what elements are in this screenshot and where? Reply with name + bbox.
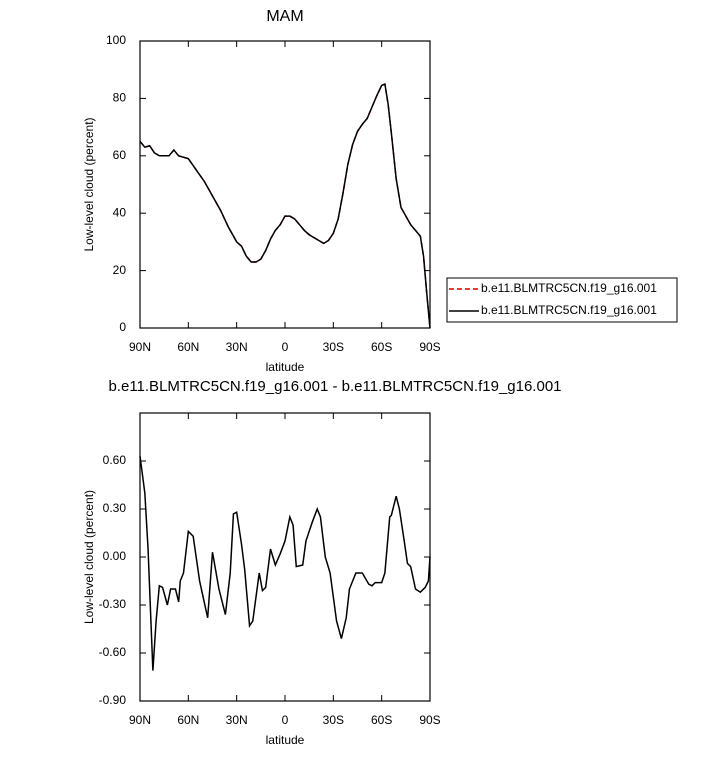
data-line [139, 82, 431, 329]
x-tick-label: 60N [177, 340, 199, 354]
data-line [139, 82, 431, 329]
y-tick-label: 40 [113, 205, 127, 219]
x-tick-label: 60N [177, 713, 199, 727]
legend-label: b.e11.BLMTRC5CN.f19_g16.001 [481, 281, 657, 295]
y-axis-label: Low-level cloud (percent) [82, 490, 96, 624]
x-tick-label: 30S [323, 340, 344, 354]
y-tick-label: 80 [113, 91, 127, 105]
x-axis-label: latitude [266, 733, 305, 747]
data-line [139, 456, 431, 671]
x-axis-label: latitude [266, 360, 305, 374]
y-tick-label: 0.00 [103, 549, 127, 563]
x-tick-label: 90S [419, 340, 440, 354]
chart-title: MAM [266, 8, 303, 25]
x-tick-label: 0 [282, 713, 289, 727]
x-tick-label: 30N [226, 713, 248, 727]
y-tick-label: 60 [113, 148, 127, 162]
plot-frame [139, 40, 431, 329]
y-axis-label: Low-level cloud (percent) [82, 117, 96, 251]
x-tick-label: 60S [371, 340, 392, 354]
y-tick-label: -0.60 [99, 645, 127, 659]
x-tick-label: 90N [129, 713, 151, 727]
plot-frame [139, 412, 431, 702]
x-tick-label: 90S [419, 713, 440, 727]
y-tick-label: -0.30 [99, 597, 127, 611]
y-tick-label: 0 [119, 320, 126, 334]
legend-label: b.e11.BLMTRC5CN.f19_g16.001 [481, 303, 657, 317]
legend-box [446, 277, 678, 323]
y-tick-label: 100 [106, 33, 126, 47]
y-tick-label: 0.30 [103, 501, 127, 515]
y-tick-label: 0.60 [103, 453, 127, 467]
x-tick-label: 30S [323, 713, 344, 727]
y-tick-label: 20 [113, 263, 127, 277]
x-tick-label: 0 [282, 340, 289, 354]
x-tick-label: 90N [129, 340, 151, 354]
x-tick-label: 30N [226, 340, 248, 354]
x-tick-label: 60S [371, 713, 392, 727]
y-tick-label: -0.90 [99, 693, 127, 707]
chart-title: b.e11.BLMTRC5CN.f19_g16.001 - b.e11.BLMT… [108, 378, 561, 395]
